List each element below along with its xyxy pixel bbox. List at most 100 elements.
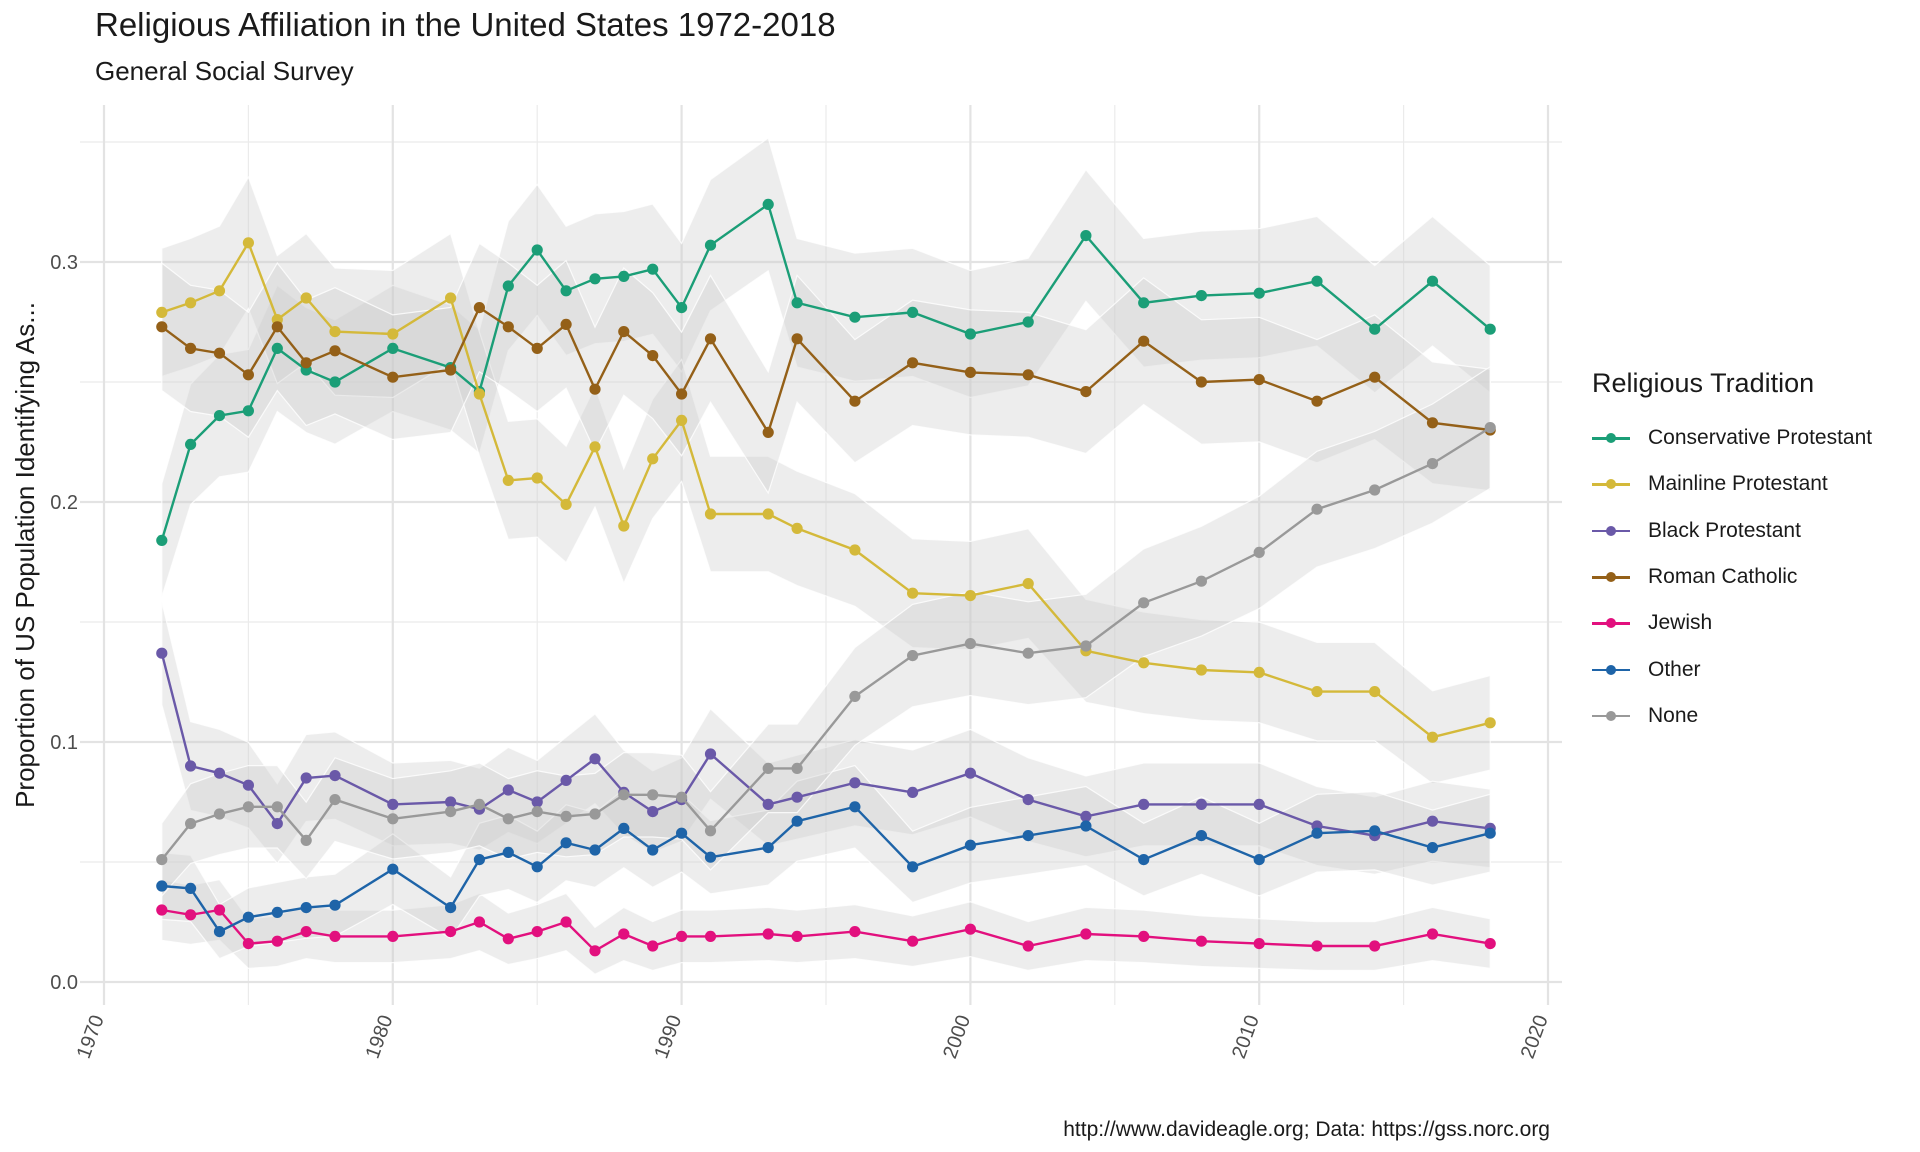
data-point	[676, 414, 688, 426]
data-point	[1138, 930, 1150, 943]
grid-lines	[80, 105, 1562, 1005]
series-4	[156, 904, 1496, 957]
data-point	[1138, 854, 1150, 866]
data-point	[271, 935, 283, 947]
data-point	[1195, 376, 1207, 388]
data-point	[387, 798, 399, 811]
series-line	[161, 240, 1491, 739]
data-point	[329, 345, 341, 357]
data-point	[1369, 484, 1381, 496]
y-tick-label: 0.3	[50, 252, 78, 274]
data-point	[329, 930, 341, 943]
data-point	[676, 930, 688, 943]
data-point	[964, 638, 977, 650]
data-point	[1080, 640, 1092, 652]
data-point	[1253, 666, 1265, 679]
data-point	[213, 767, 226, 779]
data-point	[1311, 686, 1323, 698]
legend-key-icon	[1592, 613, 1630, 633]
data-point	[762, 842, 774, 854]
data-point	[849, 926, 861, 938]
data-point	[676, 302, 688, 314]
data-point	[473, 916, 485, 928]
data-point	[676, 827, 688, 839]
data-point	[1369, 323, 1381, 335]
data-point	[185, 297, 197, 309]
data-point	[762, 426, 774, 438]
data-point	[1484, 717, 1496, 729]
chart-caption: http://www.davideagle.org; Data: https:/…	[1063, 1118, 1550, 1141]
data-point	[242, 938, 254, 950]
data-point	[271, 342, 283, 354]
data-point	[300, 834, 312, 847]
data-point	[185, 760, 197, 772]
data-point	[1022, 940, 1034, 952]
legend-key-icon	[1592, 521, 1630, 541]
data-point	[676, 791, 688, 803]
data-point	[156, 534, 168, 547]
data-point	[1022, 647, 1034, 659]
data-point	[185, 909, 197, 921]
data-point	[907, 357, 919, 369]
series-0	[156, 198, 1496, 547]
data-point	[445, 806, 457, 818]
data-point	[1426, 731, 1439, 743]
data-point	[907, 306, 919, 318]
data-point	[704, 333, 717, 345]
data-point	[1484, 827, 1496, 839]
data-point	[1195, 830, 1207, 842]
data-point	[531, 806, 543, 818]
data-point	[473, 302, 485, 314]
legend-label: None	[1648, 703, 1699, 727]
series-5	[156, 801, 1496, 938]
data-point	[1138, 798, 1150, 811]
data-point	[1426, 928, 1439, 940]
data-point	[647, 453, 659, 465]
data-point	[300, 902, 312, 914]
data-point	[387, 930, 399, 943]
data-point	[560, 774, 572, 787]
legend-key-icon	[1592, 660, 1630, 680]
data-point	[560, 318, 572, 330]
data-point	[387, 342, 399, 354]
data-point	[762, 198, 774, 210]
data-point	[1369, 825, 1381, 837]
data-point	[560, 498, 572, 510]
data-point	[242, 405, 254, 417]
y-tick-label: 0.0	[50, 972, 78, 994]
legend-label: Jewish	[1648, 611, 1713, 635]
data-point	[1253, 546, 1265, 559]
data-point	[791, 930, 803, 943]
legend-label: Black Protestant	[1648, 518, 1801, 542]
data-point	[1022, 830, 1034, 842]
data-point	[1080, 810, 1092, 823]
data-point	[1253, 938, 1265, 950]
data-point	[1138, 335, 1150, 347]
data-point	[1253, 287, 1265, 299]
x-tick-label: 2000	[939, 1012, 975, 1061]
data-point	[271, 801, 283, 813]
data-point	[704, 748, 717, 760]
data-point	[676, 388, 688, 400]
legend-key-icon	[1592, 706, 1630, 726]
legend-item: Mainline Protestant	[1592, 461, 1872, 507]
data-point	[445, 926, 457, 938]
data-point	[1311, 940, 1323, 952]
data-point	[502, 813, 514, 825]
data-point	[531, 861, 543, 873]
x-tick-label: 1980	[362, 1012, 398, 1061]
data-point	[387, 863, 399, 875]
data-point	[589, 441, 601, 453]
data-point	[1022, 316, 1034, 328]
data-point	[762, 508, 774, 520]
data-point	[213, 347, 226, 359]
data-point	[589, 383, 601, 395]
data-point	[647, 350, 659, 362]
data-point	[849, 544, 861, 556]
data-point	[445, 292, 457, 304]
x-tick-label: 2020	[1517, 1012, 1553, 1061]
data-point	[762, 798, 774, 811]
data-point	[647, 940, 659, 952]
data-point	[1022, 578, 1034, 590]
data-point	[1080, 230, 1092, 242]
